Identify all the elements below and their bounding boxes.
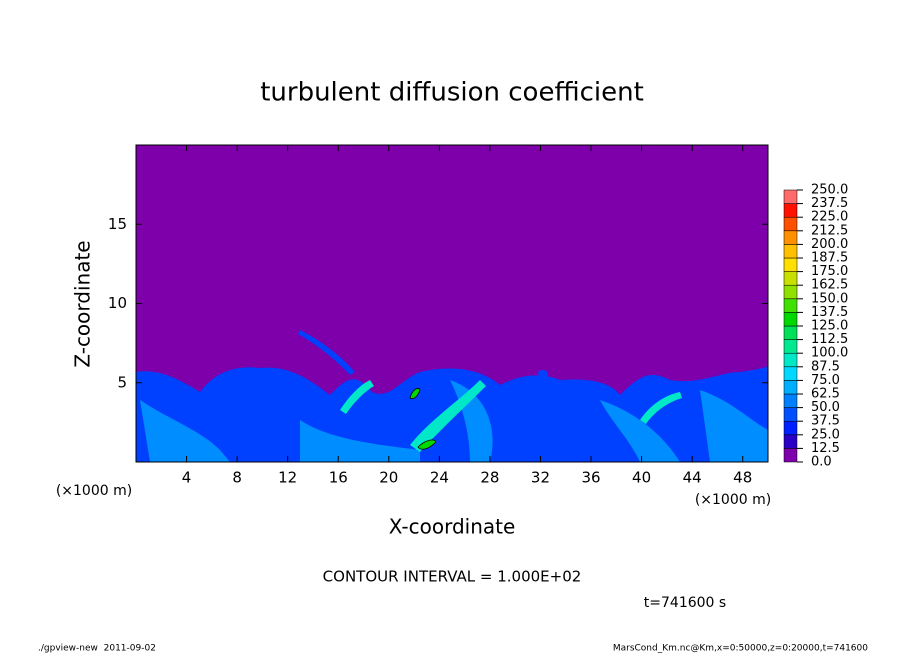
- colorbar-label: 37.5: [811, 414, 840, 429]
- colorbar-label: 150.0: [811, 291, 848, 306]
- colorbar-label: 250.0: [811, 183, 848, 198]
- field-streak: [340, 380, 682, 452]
- colorbar-label: 162.5: [811, 278, 848, 293]
- colorbar-bin: [783, 380, 798, 395]
- colorbar-label: 100.0: [811, 346, 848, 361]
- y-axis-label: Z-coordinate: [71, 240, 95, 367]
- colorbar-label: 225.0: [811, 210, 848, 225]
- x-unit-label: (×1000 m): [695, 492, 771, 508]
- footer-left: ./gpview-new 2011-09-02: [38, 644, 156, 654]
- x-tick-label: 36: [581, 469, 600, 487]
- x-tick-label: 40: [632, 469, 651, 487]
- colorbar-bin: [783, 352, 798, 368]
- x-tick-label: 28: [480, 469, 499, 487]
- colorbar-label: 25.0: [811, 427, 840, 442]
- colorbar-label: 62.5: [811, 387, 840, 402]
- colorbar-bin: [783, 189, 798, 204]
- colorbar-bin: [783, 393, 798, 408]
- colorbar-bin: [783, 366, 798, 381]
- colorbar-bin: [783, 298, 798, 313]
- colorbar-label: 87.5: [811, 359, 840, 374]
- colorbar-bin: [783, 203, 798, 218]
- x-tick-label: 24: [430, 469, 449, 487]
- colorbar-label: 187.5: [811, 251, 848, 266]
- chart-title: turbulent diffusion coefficient: [260, 78, 644, 108]
- y-tick-label: 15: [108, 215, 127, 233]
- x-tick-label: 4: [182, 469, 192, 487]
- colorbar-bin: [783, 420, 798, 436]
- colorbar-label: 50.0: [811, 400, 840, 415]
- colorbar-bin: [783, 271, 798, 286]
- colorbar-bin: [783, 325, 798, 340]
- colorbar-bin: [783, 434, 798, 449]
- colorbar-bin: [783, 244, 798, 259]
- colorbar-label: 0.0: [811, 455, 832, 470]
- colorbar-bin: [783, 284, 798, 300]
- colorbar-label: 125.0: [811, 319, 848, 334]
- x-tick-label: 8: [232, 469, 242, 487]
- colorbar-bin: [783, 312, 798, 327]
- colorbar-bin: [783, 257, 798, 272]
- colorbar-label: 212.5: [811, 223, 848, 238]
- field-layer: [140, 380, 768, 462]
- x-tick-label: 48: [733, 469, 752, 487]
- colorbar-label: 12.5: [811, 441, 840, 456]
- colorbar-label: 75.0: [811, 373, 840, 388]
- y-tick-label: 10: [108, 294, 127, 312]
- contour: [409, 388, 437, 450]
- colorbar-label: 200.0: [811, 237, 848, 252]
- x-axis-label: X-coordinate: [389, 515, 516, 539]
- field: [135, 144, 769, 463]
- colorbar-bin: [783, 339, 798, 354]
- time-label: t=741600 s: [644, 595, 726, 611]
- colorbar-bin: [783, 230, 798, 245]
- colorbar-label: 137.5: [811, 305, 848, 320]
- colorbar-bin: [783, 407, 798, 422]
- colorbar-label: 237.5: [811, 196, 848, 211]
- contour-note: CONTOUR INTERVAL = 1.000E+02: [323, 568, 582, 586]
- x-tick-label: 12: [278, 469, 297, 487]
- y-tick-label: 5: [117, 373, 127, 391]
- x-tick-label: 20: [379, 469, 398, 487]
- x-unit-label: (×1000 m): [56, 483, 132, 499]
- colorbar-label: 112.5: [811, 332, 848, 347]
- x-tick-label: 32: [531, 469, 550, 487]
- colorbar-bin: [783, 448, 798, 463]
- colorbar-bin: [783, 216, 798, 232]
- x-tick-label: 44: [683, 469, 702, 487]
- footer-right: MarsCond_Km.nc@Km,x=0:50000,z=0:20000,t=…: [613, 644, 868, 654]
- x-tick-label: 16: [329, 469, 348, 487]
- colorbar-label: 175.0: [811, 264, 848, 279]
